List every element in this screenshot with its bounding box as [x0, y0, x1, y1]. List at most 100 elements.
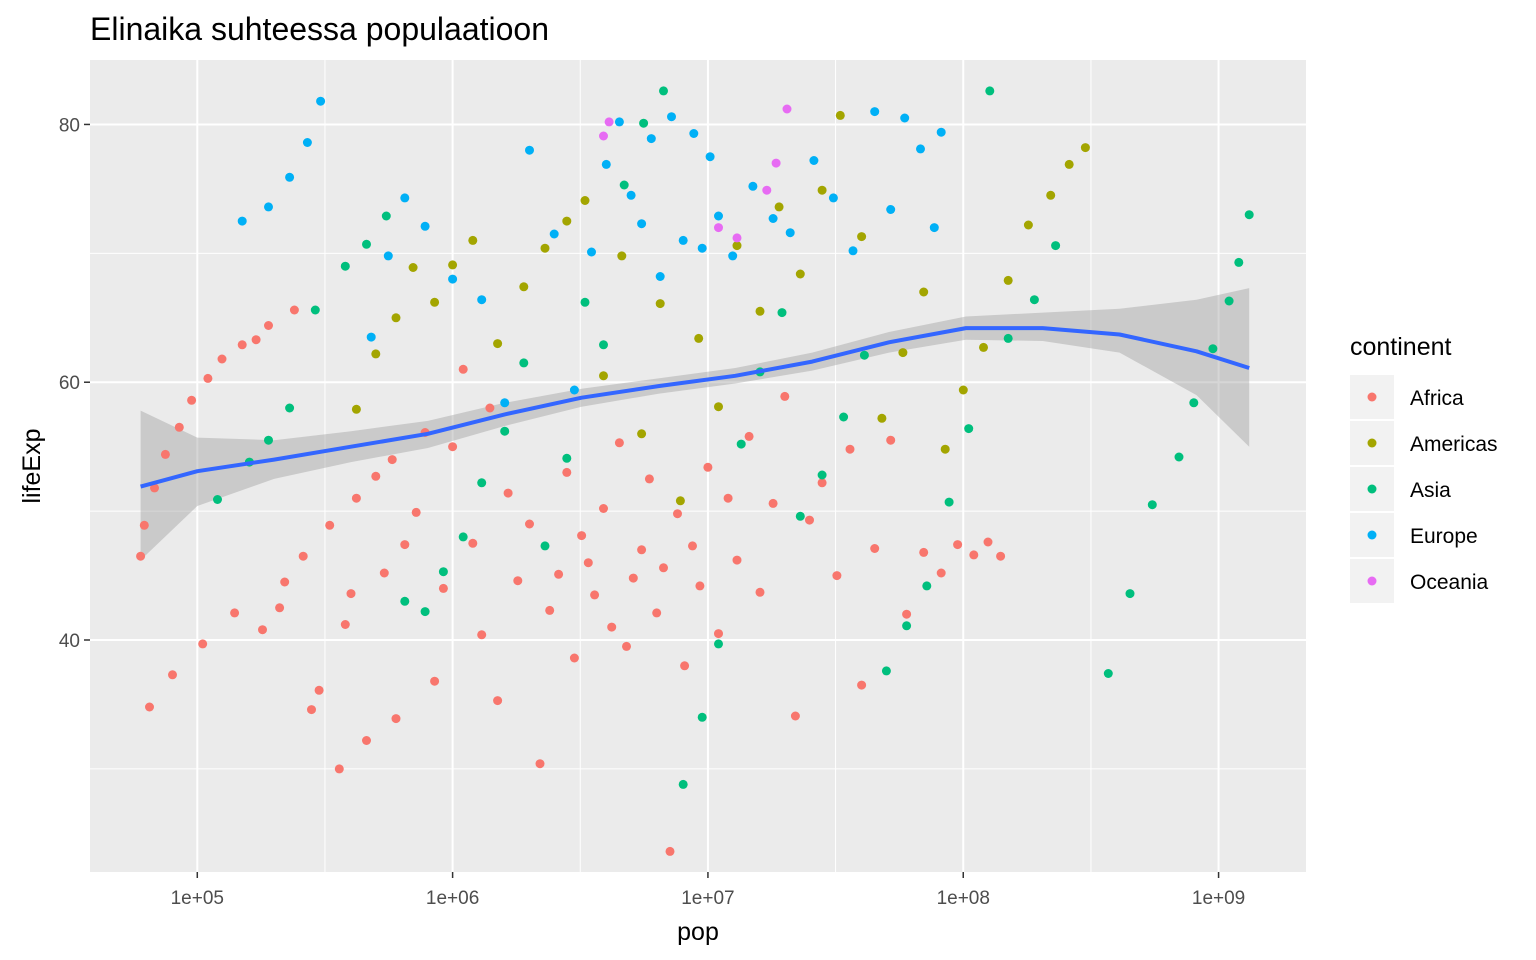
- point-americas: [540, 243, 550, 253]
- point-asia: [902, 621, 912, 631]
- point-europe: [525, 145, 534, 155]
- point-oceania: [599, 131, 608, 141]
- point-africa: [468, 538, 478, 548]
- point-africa: [340, 620, 350, 629]
- point-europe: [689, 129, 699, 138]
- point-europe: [237, 216, 247, 226]
- point-asia: [1147, 500, 1157, 510]
- point-americas: [519, 282, 529, 292]
- point-africa: [289, 305, 299, 315]
- point-oceania: [732, 233, 742, 243]
- point-europe: [316, 96, 326, 106]
- legend-swatch-asia: [1367, 484, 1377, 494]
- point-asia: [964, 424, 974, 434]
- point-africa: [673, 509, 682, 519]
- point-africa: [230, 608, 240, 618]
- point-africa: [264, 321, 273, 330]
- point-americas: [448, 260, 458, 270]
- point-africa: [334, 764, 344, 774]
- point-europe: [264, 202, 273, 212]
- point-africa: [554, 569, 564, 579]
- point-americas: [714, 402, 723, 412]
- point-asia: [659, 86, 668, 96]
- point-europe: [697, 243, 707, 253]
- point-africa: [485, 403, 495, 413]
- point-asia: [285, 403, 295, 413]
- point-africa: [665, 846, 675, 856]
- point-africa: [590, 590, 600, 600]
- point-europe: [383, 251, 393, 261]
- point-americas: [958, 385, 968, 395]
- point-americas: [408, 263, 418, 272]
- plot-panel: [90, 60, 1306, 872]
- point-africa: [886, 435, 896, 445]
- point-europe: [728, 251, 738, 261]
- legend-swatch-oceania: [1367, 576, 1377, 586]
- point-africa: [902, 609, 912, 619]
- legend-label-africa: Africa: [1410, 387, 1464, 410]
- point-europe: [748, 181, 758, 191]
- point-africa: [513, 576, 523, 586]
- point-africa: [637, 545, 647, 555]
- point-asia: [1125, 589, 1135, 599]
- point-europe: [646, 134, 656, 144]
- point-asia: [1234, 257, 1244, 267]
- point-africa: [744, 431, 754, 441]
- point-americas: [694, 333, 704, 343]
- x-tick-label: 1e+06: [426, 888, 479, 909]
- point-americas: [1046, 190, 1056, 200]
- point-europe: [870, 107, 880, 117]
- point-africa: [198, 639, 208, 649]
- point-americas: [675, 496, 685, 506]
- point-europe: [448, 274, 458, 284]
- point-americas: [940, 444, 950, 454]
- point-africa: [755, 587, 765, 597]
- y-tick-label: 40: [59, 631, 80, 652]
- point-oceania: [604, 117, 614, 127]
- point-asia: [1029, 295, 1039, 305]
- point-africa: [174, 422, 184, 432]
- point-africa: [458, 364, 468, 374]
- point-americas: [562, 216, 572, 226]
- point-europe: [848, 246, 858, 256]
- point-asia: [477, 478, 487, 488]
- point-africa: [644, 474, 654, 484]
- point-africa: [371, 471, 381, 481]
- point-africa: [599, 504, 608, 513]
- point-asia: [839, 412, 849, 422]
- point-europe: [929, 223, 939, 233]
- point-asia: [1003, 333, 1013, 343]
- point-americas: [617, 251, 627, 261]
- point-asia: [500, 426, 510, 436]
- point-americas: [493, 339, 503, 349]
- point-asia: [562, 453, 572, 463]
- legend-swatch-africa: [1367, 392, 1377, 402]
- point-oceania: [782, 104, 792, 114]
- point-europe: [828, 193, 838, 203]
- legend-label-asia: Asia: [1410, 479, 1451, 502]
- point-asia: [381, 211, 391, 221]
- point-africa: [346, 589, 356, 599]
- point-asia: [1174, 452, 1184, 462]
- point-americas: [655, 299, 665, 309]
- point-africa: [430, 676, 440, 686]
- point-africa: [493, 696, 503, 706]
- point-africa: [703, 462, 713, 472]
- point-asia: [362, 239, 371, 249]
- point-asia: [678, 779, 688, 789]
- point-africa: [969, 550, 979, 560]
- point-europe: [549, 229, 559, 239]
- point-europe: [500, 398, 510, 408]
- point-americas: [468, 235, 478, 245]
- point-africa: [768, 498, 778, 508]
- point-africa: [936, 568, 946, 578]
- point-africa: [187, 395, 197, 405]
- point-africa: [400, 540, 410, 550]
- point-asia: [795, 511, 805, 521]
- point-americas: [371, 349, 381, 359]
- smooth-line: [140, 326, 1250, 489]
- point-africa: [136, 551, 146, 561]
- point-africa: [780, 391, 790, 401]
- point-oceania: [714, 223, 723, 233]
